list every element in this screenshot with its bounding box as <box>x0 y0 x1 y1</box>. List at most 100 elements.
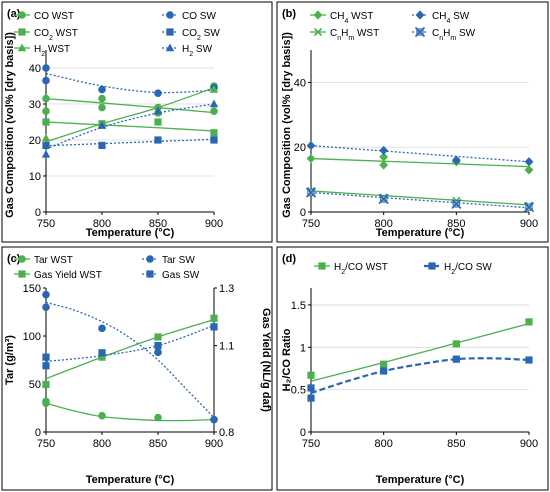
data-point <box>379 152 389 162</box>
y-tick-label: 100 <box>23 331 41 343</box>
chart-panel: 0 20 40 750 800 850 900 Temperature (°C) Gas Com… <box>276 1 549 243</box>
legend-marker <box>166 28 174 36</box>
series-group <box>41 99 219 158</box>
legend-marker <box>313 10 323 20</box>
data-point <box>98 353 106 361</box>
trend-line <box>310 157 530 168</box>
legend-label: CnHm WST <box>330 28 379 42</box>
legend-label: H2/CO WST <box>334 262 388 276</box>
y-tick-label: 0 <box>35 427 41 439</box>
data-point <box>452 355 460 363</box>
x-tick-label: 850 <box>149 218 167 230</box>
data-point <box>42 118 50 126</box>
legend-marker <box>18 270 26 278</box>
x-tick-label: 850 <box>447 438 465 450</box>
series-group <box>42 82 218 117</box>
y-axis-title: H₂/CO Ratio <box>281 328 293 391</box>
panel-frame <box>276 1 549 243</box>
legend-label: H2/CO SW <box>444 262 492 276</box>
y2-tick-label: 0.8 <box>219 427 234 439</box>
trend-line <box>310 190 530 206</box>
data-point <box>153 106 163 115</box>
data-point <box>525 318 533 326</box>
data-point <box>307 384 315 392</box>
legend-label: CO WST <box>34 11 74 22</box>
legend-marker-x <box>414 26 426 38</box>
y2-tick-label: 1.3 <box>219 283 234 295</box>
y-tick-label: 0 <box>35 207 41 219</box>
y-tick-label: 30 <box>29 99 41 111</box>
data-point <box>98 411 106 420</box>
trend-line <box>45 97 215 114</box>
legend-label: CH4 SW <box>432 11 470 25</box>
legend-label: CO2 WST <box>34 28 78 42</box>
series-group <box>305 187 535 213</box>
data-point <box>379 160 389 170</box>
y-tick-label: 0 <box>300 207 306 219</box>
trend-line <box>45 121 215 132</box>
x-tick-label: 900 <box>205 218 223 230</box>
data-point <box>42 107 50 115</box>
data-point <box>380 360 388 368</box>
data-point <box>98 85 106 94</box>
y-tick-label: 0 <box>300 427 306 439</box>
data-point <box>154 89 162 97</box>
data-point-x <box>378 193 389 205</box>
data-point <box>42 290 50 299</box>
x-axis-title: Temperature (°C) <box>86 474 175 486</box>
data-point <box>42 76 50 85</box>
legend-marker <box>18 255 26 263</box>
data-point <box>98 94 106 103</box>
data-point <box>210 323 218 331</box>
legend-marker <box>18 28 26 36</box>
data-point <box>42 303 50 312</box>
trend-line <box>310 191 530 209</box>
legend-label: Tar SW <box>162 255 195 266</box>
data-point <box>524 157 534 167</box>
series-group <box>42 323 218 370</box>
panel-label: (d) <box>282 253 296 265</box>
legend-marker <box>318 262 326 270</box>
trend-line <box>310 144 530 163</box>
y-axis-title: Tar (g/m³) <box>4 335 16 385</box>
y-tick-label: 1 <box>300 342 306 354</box>
legend-marker <box>146 270 154 278</box>
y-tick-label: 150 <box>23 283 41 295</box>
trend-line <box>45 402 215 422</box>
legend-label: Gas SW <box>162 270 200 281</box>
x-axis-title: Temperature (°C) <box>376 474 465 486</box>
x-tick-label: 750 <box>37 438 55 450</box>
series-group <box>306 140 534 167</box>
panel-label: (b) <box>282 8 296 20</box>
x-tick-label: 750 <box>302 438 320 450</box>
x-axis-title: Temperature (°C) <box>376 227 465 239</box>
y-tick-label: 40 <box>29 63 41 75</box>
panel-label: (c) <box>7 253 21 265</box>
panel-frame <box>276 246 549 491</box>
legend-label: CnHm SW <box>432 28 476 42</box>
data-point <box>210 415 218 424</box>
data-point <box>41 133 51 142</box>
data-point <box>154 348 162 357</box>
series-group <box>42 136 218 149</box>
x-tick-label: 850 <box>447 218 465 230</box>
series-group <box>307 355 533 402</box>
series-group <box>307 318 533 382</box>
data-point <box>451 155 461 165</box>
x-tick-label: 850 <box>149 438 167 450</box>
data-point <box>97 121 107 129</box>
data-point <box>98 103 106 112</box>
data-point <box>41 149 51 158</box>
x-tick-label: 750 <box>37 218 55 230</box>
data-point <box>154 342 162 350</box>
data-point <box>154 136 162 144</box>
series-group <box>42 64 218 97</box>
data-point <box>98 349 106 357</box>
data-point <box>154 333 162 341</box>
legend-label: Gas Yield WST <box>34 270 102 281</box>
trend-line <box>310 357 530 395</box>
legend-marker <box>165 43 175 52</box>
trend-line <box>45 87 215 143</box>
legend-marker <box>166 11 174 19</box>
x-tick-label: 750 <box>302 218 320 230</box>
